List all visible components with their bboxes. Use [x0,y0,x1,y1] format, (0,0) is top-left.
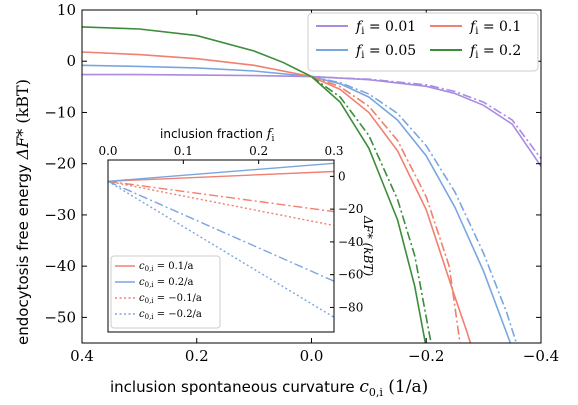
inset-series-line-0 [107,170,335,182]
inset-legend: c0,i = 0.1/a c0,i = 0.2/a c0,i = −0.1/a c0,… [110,255,221,329]
main-ylabel: endocytosis free energy ΔF* (kBT) [13,79,32,345]
inset-ytick-label: −40 [338,235,363,249]
main-xtick-label: 0.2 [185,347,209,365]
inset-xtick-label: 0.0 [98,144,117,158]
inset-legend-label: c0,i = 0.2/a [139,277,194,289]
inset-legend-label: c0,i = −0.2/a [139,309,202,321]
main-ytick-label: 0 [66,52,76,70]
main-legend-label: fi = 0.01 [355,19,416,37]
main-series-line-1 [82,64,512,343]
main-series-line-0 [82,73,541,167]
inset-series-line-1 [107,162,335,182]
inset-legend-box [110,255,221,329]
main-series-group [82,26,541,343]
inset-xtick-label: 0.1 [174,144,193,158]
inset-ylabel: ΔF* (kBT) [361,215,375,277]
main-legend-box [307,12,539,72]
inset-ytick-label: −60 [338,268,363,282]
main-ytick-label: −20 [44,155,76,173]
inset-legend-label: c0,i = −0.1/a [139,293,202,305]
main-legend-label: fi = 0.05 [355,43,416,61]
inset-legend-label: c0,i = 0.1/a [139,261,194,273]
main-series-line-5 [311,75,518,343]
main-ytick-label: 10 [57,1,76,19]
main-xtick-label: 0.0 [300,347,324,365]
inset-series-line-4 [107,180,335,213]
main-series-line-2 [82,51,472,343]
main-series-line-7 [311,75,432,343]
inset-xlabel: inclusion fraction fi [160,127,275,144]
inset-xtick-label: 0.2 [249,144,268,158]
main-series-line-4 [311,75,541,160]
main-legend-label: fi = 0.2 [469,43,521,61]
main-xtick-label: −0.4 [523,347,559,365]
inset-series-group [107,162,335,318]
inset-series-line-3 [107,180,335,318]
inset-ytick-label: −20 [338,202,363,216]
main-legend-label: fi = 0.1 [469,19,521,37]
main-series-line-6 [311,75,461,343]
inset-series-line-5 [107,180,335,282]
main-ytick-label: −50 [44,308,76,326]
main-ytick-label: −40 [44,257,76,275]
main-ytick-label: −10 [44,103,76,121]
main-xtick-label: −0.2 [408,347,444,365]
main-xlabel: inclusion spontaneous curvature c0,i (1/… [110,377,428,399]
inset-xtick-label: 0.3 [324,144,343,158]
inset-ytick-label: −80 [338,300,363,314]
main-ytick-label: −30 [44,206,76,224]
main-xtick-label: 0.4 [70,347,94,365]
main-legend: fi = 0.01 fi = 0.05 fi = 0.1 fi = 0.2 [307,12,539,72]
inset-frame [107,159,335,333]
inset-ytick-label: 0 [338,169,346,183]
